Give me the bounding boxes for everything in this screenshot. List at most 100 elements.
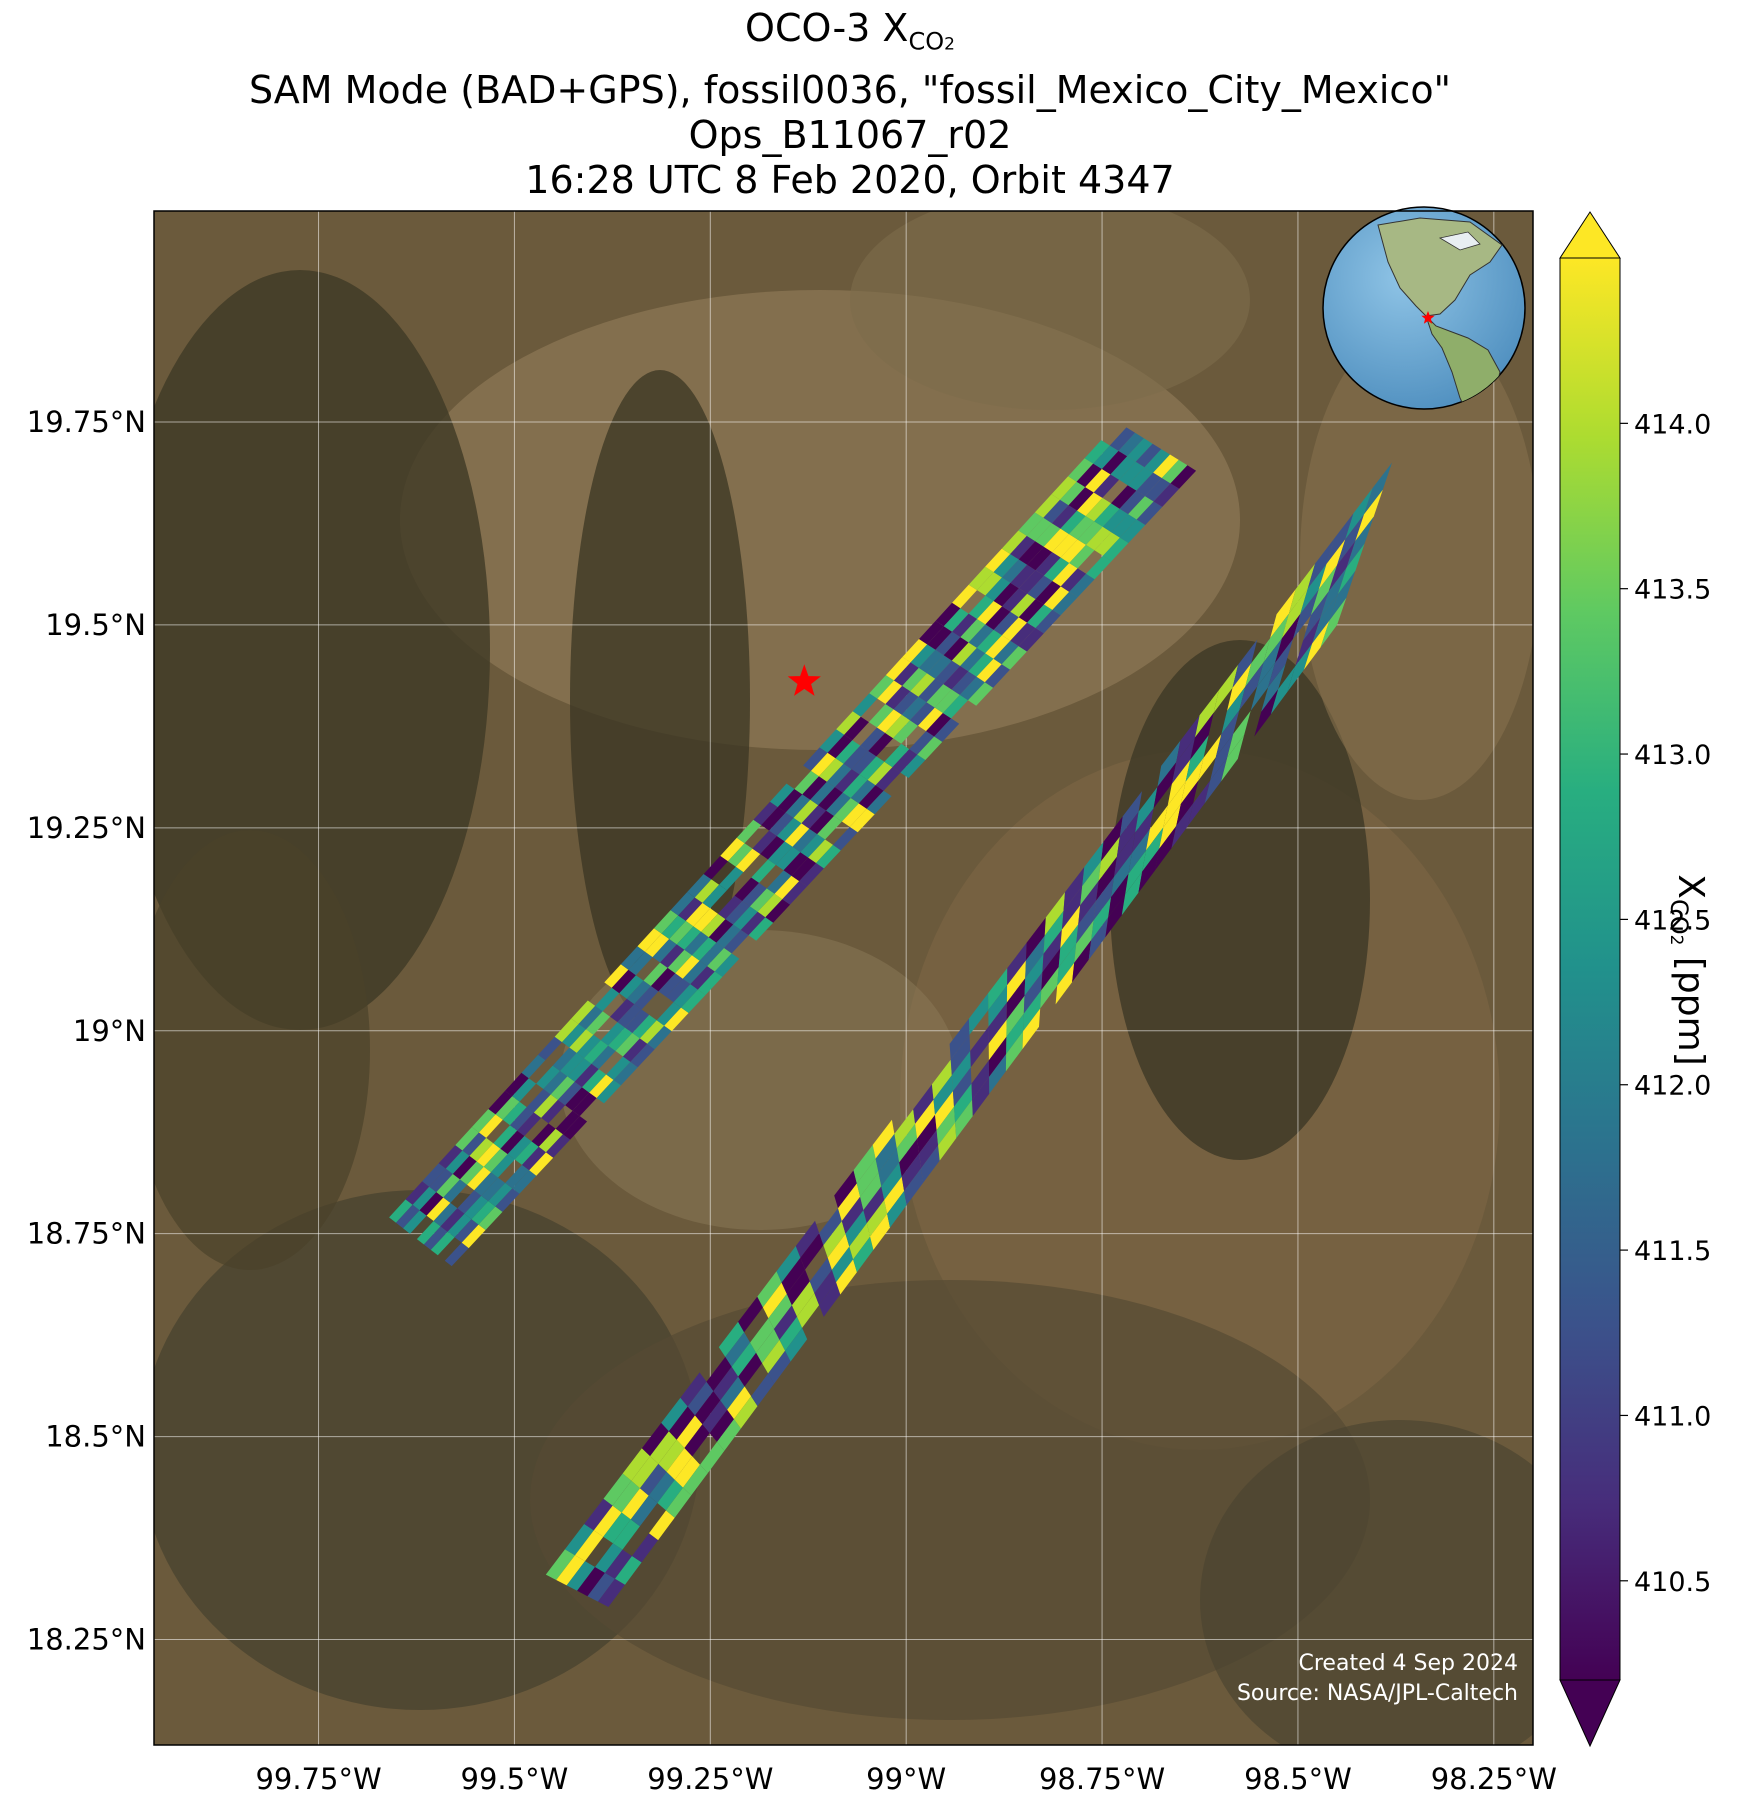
xco2-pixel <box>935 660 961 685</box>
xco2-pixel <box>834 769 860 793</box>
xco2-pixel <box>1176 715 1200 763</box>
xco2-pixel <box>985 606 1011 630</box>
xco2-pixel <box>738 1352 763 1387</box>
lat-tick-label: 18.5°N <box>45 1420 146 1454</box>
xco2-pixel <box>611 969 636 994</box>
xco2-pixel <box>1098 836 1120 881</box>
xco2-pixel <box>412 1186 437 1211</box>
xco2-pixel <box>469 1137 494 1162</box>
xco2-pixel <box>1044 557 1070 581</box>
xco2-pixel <box>1086 555 1112 580</box>
xco2-pixel <box>1364 462 1392 515</box>
xco2-pixel <box>838 1183 861 1222</box>
xco2-pixel <box>569 1029 594 1053</box>
xco2-pixel <box>917 736 943 760</box>
xco2-pixel <box>1163 781 1186 828</box>
lat-tick-label: 18.75°N <box>27 1217 146 1251</box>
xco2-pixel <box>775 846 801 871</box>
xco2-pixel <box>605 1549 632 1579</box>
xco2-pixel <box>1127 467 1154 491</box>
xco2-pixel <box>1116 811 1139 857</box>
xco2-pixel <box>841 803 867 827</box>
xco2-pixel <box>490 1154 515 1178</box>
xco2-pixel <box>632 1533 659 1563</box>
xco2-pixel <box>452 1155 477 1180</box>
credit-created: Created 4 Sep 2024 <box>1299 1651 1519 1676</box>
xco2-pixel <box>595 987 620 1012</box>
xco2-pixel <box>576 1034 601 1059</box>
xco2-pixel <box>989 1054 1007 1094</box>
xco2-pixel <box>1069 516 1095 540</box>
xco2-swaths <box>389 427 1392 1607</box>
xco2-pixel <box>593 1505 622 1537</box>
xco2-pixel <box>433 1202 458 1227</box>
xco2-pixel <box>1135 443 1162 468</box>
xco2-pixel <box>795 1220 820 1258</box>
xco2-pixel <box>993 582 1019 607</box>
xco2-pixel <box>1010 535 1036 560</box>
xco2-pixel <box>1060 481 1086 506</box>
colorbar-tick-label: 412.5 <box>1634 905 1711 936</box>
xco2-pixel <box>1044 586 1070 610</box>
lat-tick-label: 18.25°N <box>27 1622 146 1656</box>
xco2-pixel <box>1077 492 1103 516</box>
xco2-pixel <box>1058 924 1079 967</box>
xco2-pixel <box>954 1083 973 1123</box>
xco2-pixel <box>717 895 743 920</box>
satellite-background <box>154 211 1533 1745</box>
xco2-pixel <box>1060 905 1081 949</box>
xco2-pixel <box>1093 445 1119 469</box>
xco2-pixel <box>819 729 845 753</box>
xco2-pixel <box>488 1090 513 1115</box>
xco2-pixel <box>1108 873 1129 918</box>
xco2-pixel <box>1060 539 1086 563</box>
xco2-pixel <box>1069 544 1095 569</box>
xco2-pixel <box>654 910 679 934</box>
xco2-pixel <box>1320 567 1347 618</box>
xco2-pixel <box>727 1386 752 1420</box>
xco2-pixel <box>1001 530 1027 554</box>
xco2-pixel <box>445 1150 470 1174</box>
xco2-pixel <box>809 810 834 835</box>
xco2-pixel <box>396 1204 420 1229</box>
xco2-pixel <box>1006 978 1026 1020</box>
xco2-pixel <box>761 807 786 831</box>
xco2-pixel <box>1275 613 1301 663</box>
lon-tick-label: 98.5°W <box>1244 1762 1352 1796</box>
xco2-pixel <box>1074 920 1094 963</box>
xco2-pixel <box>720 1376 745 1410</box>
xco2-pixel <box>1077 521 1103 545</box>
xco2-pixel <box>464 1195 489 1220</box>
xco2-pixel <box>676 926 702 950</box>
xco2-pixel <box>774 875 800 900</box>
xco2-pixel <box>1035 581 1061 605</box>
xco2-pixel <box>782 881 807 905</box>
xco2-pixel <box>718 1321 745 1357</box>
xco2-pixel <box>720 837 745 862</box>
xco2-pixel <box>1042 929 1062 973</box>
xco2-pixel <box>695 1391 721 1425</box>
xco2-pixel <box>1094 503 1120 527</box>
xco2-pixel <box>915 1099 935 1139</box>
xco2-pixel <box>797 1293 820 1328</box>
xco2-pixel <box>859 756 885 780</box>
xco2-pixel <box>1044 892 1065 936</box>
xco2-pixel <box>630 1495 658 1527</box>
xco2-pixel <box>893 720 918 744</box>
xco2-pixel <box>853 1144 876 1184</box>
colorbar-ticks: 410.5 411.0 411.5 412.0 412.5 413.0 413.5 414.0 <box>1620 409 1711 1598</box>
xco2-pixel <box>760 836 785 860</box>
xco2-pixel <box>683 1464 708 1496</box>
xco2-pixel <box>467 1166 491 1191</box>
xco2-pixel <box>985 635 1011 659</box>
xco2-pixel <box>631 1456 659 1489</box>
lat-tick-label: 19.5°N <box>45 608 146 642</box>
xco2-pixel <box>833 826 858 851</box>
xco2-pixel <box>687 874 712 898</box>
xco2-pixel <box>1068 487 1094 511</box>
xco2-pixel <box>1080 861 1101 906</box>
xco2-pixel <box>1082 841 1104 887</box>
xco2-pixel <box>1128 496 1154 520</box>
xco2-pixel <box>1093 876 1114 921</box>
xco2-pixel <box>536 1065 561 1089</box>
